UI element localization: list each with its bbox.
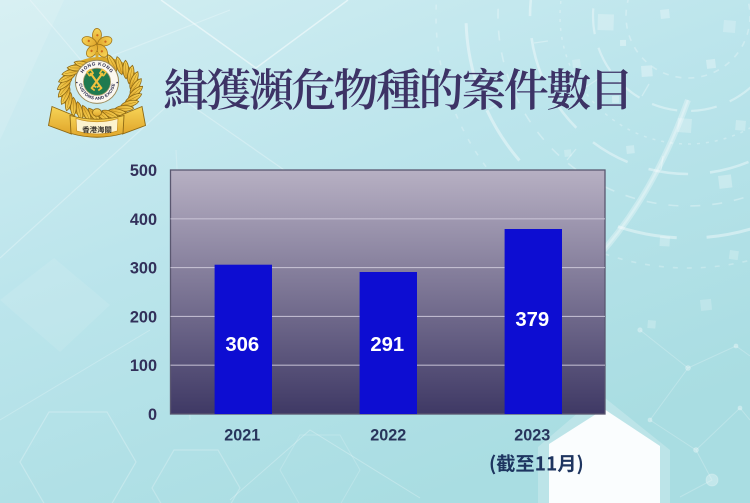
svg-text:306: 306 — [225, 334, 259, 356]
svg-text:300: 300 — [130, 260, 157, 278]
svg-text:0: 0 — [148, 406, 157, 424]
svg-text:379: 379 — [515, 309, 549, 331]
svg-text:400: 400 — [130, 211, 157, 229]
svg-text:100: 100 — [130, 357, 157, 375]
svg-text:200: 200 — [130, 308, 157, 326]
svg-text:2022: 2022 — [370, 426, 406, 444]
svg-text:500: 500 — [130, 162, 157, 180]
svg-text:2023: 2023 — [514, 426, 550, 444]
svg-text:291: 291 — [370, 334, 404, 356]
svg-text:2021: 2021 — [224, 426, 260, 444]
